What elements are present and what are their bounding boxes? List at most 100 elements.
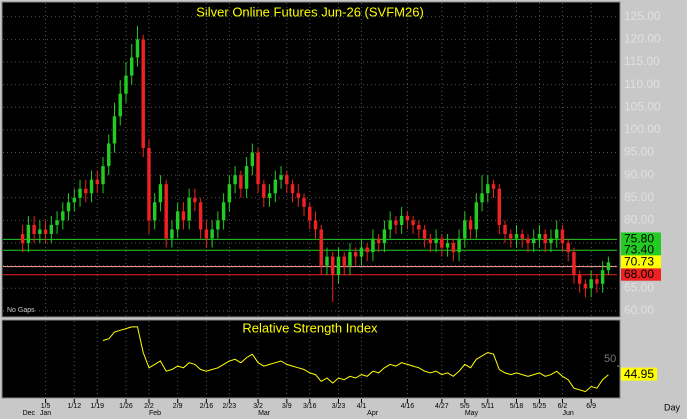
candle-body xyxy=(135,39,140,58)
candle-body xyxy=(296,193,300,198)
level-label-box xyxy=(621,232,661,246)
level-label: 73.40 xyxy=(624,242,654,256)
y-tick-label: 85.00 xyxy=(624,190,654,204)
x-tick-label: 4/27 xyxy=(435,403,449,410)
candle-body xyxy=(158,184,163,203)
x-tick-label: 3/2 xyxy=(253,403,263,410)
last-price-box xyxy=(621,255,661,269)
candle-body xyxy=(112,116,117,144)
candle-body xyxy=(250,152,255,167)
candle-body xyxy=(216,220,220,230)
level-label-box xyxy=(621,243,661,257)
month-label: Jun xyxy=(562,410,573,417)
candle-body xyxy=(187,197,191,221)
candle-body xyxy=(359,247,364,257)
x-tick-label: 1/19 xyxy=(90,403,104,410)
x-tick-label: 6/9 xyxy=(586,403,596,410)
candle-body xyxy=(606,262,611,271)
date-axis xyxy=(2,399,620,417)
y-tick-label: 95.00 xyxy=(624,145,654,159)
y-tick-label: 100.00 xyxy=(624,122,661,136)
interval-label: Day xyxy=(664,402,681,412)
candle-body xyxy=(279,175,283,180)
candle-body xyxy=(32,224,36,234)
candle-body xyxy=(422,229,427,239)
candle-body xyxy=(388,220,392,230)
x-tick-label: 1/12 xyxy=(67,403,81,410)
candle-body xyxy=(520,233,524,239)
level-label: 75.80 xyxy=(624,232,654,246)
month-label: Mar xyxy=(258,410,271,417)
candle-body xyxy=(290,184,295,194)
candle-body xyxy=(480,193,484,203)
candle-body xyxy=(514,233,519,239)
candle-body xyxy=(440,238,444,248)
candle-body xyxy=(526,238,530,244)
month-label: Feb xyxy=(149,410,161,417)
x-tick-label: 1/26 xyxy=(119,403,133,410)
candle-body xyxy=(181,211,186,221)
candle-body xyxy=(445,243,450,248)
candle-body xyxy=(434,238,438,244)
candle-body xyxy=(549,238,553,244)
month-label: Dec xyxy=(23,410,36,417)
y-tick-label: 50 xyxy=(604,353,616,365)
candle-body xyxy=(451,243,456,253)
candle-body xyxy=(399,215,404,225)
candle-body xyxy=(428,238,433,244)
candle-body xyxy=(319,229,323,266)
candle-body xyxy=(49,224,54,234)
y-tick-label: 125.00 xyxy=(624,9,661,23)
x-tick-label: 2/23 xyxy=(223,403,237,410)
x-tick-label: 2/16 xyxy=(200,403,214,410)
candle-body xyxy=(348,252,352,266)
x-tick-label: 3/23 xyxy=(332,403,346,410)
candle-body xyxy=(468,220,473,230)
rsi-line xyxy=(102,326,609,393)
x-tick-label: 4/1 xyxy=(357,403,367,410)
candle-body xyxy=(66,202,71,212)
month-label: Jan xyxy=(40,410,51,417)
rsi-title: Relative Strength Index xyxy=(242,320,378,335)
candle-body xyxy=(89,179,94,194)
candle-body xyxy=(411,220,415,225)
level-label-box xyxy=(621,267,661,281)
candle-body xyxy=(595,279,599,284)
level-label: 68.00 xyxy=(624,267,654,281)
candle-body xyxy=(78,188,82,198)
candle-body xyxy=(107,143,111,167)
candle-body xyxy=(457,238,461,253)
candle-body xyxy=(239,175,243,189)
y-tick-label: 80.00 xyxy=(624,213,654,227)
candle-body xyxy=(262,184,266,198)
x-tick-label: 5/11 xyxy=(481,403,494,410)
candle-body xyxy=(589,279,593,289)
candle-body xyxy=(336,256,341,275)
candle-body xyxy=(463,220,467,239)
candle-body xyxy=(503,224,507,234)
candle-body xyxy=(486,184,490,194)
candle-body xyxy=(313,220,318,230)
y-tick-label: 105.00 xyxy=(624,99,661,113)
candle-body xyxy=(394,220,398,225)
candle-body xyxy=(509,233,513,239)
y-tick-label: 120.00 xyxy=(624,32,661,46)
y-tick-label: 60.00 xyxy=(624,303,654,317)
candle-body xyxy=(124,75,128,94)
candle-body xyxy=(371,238,375,253)
candle-body xyxy=(365,247,369,253)
month-label: May xyxy=(465,410,479,417)
candle-body xyxy=(198,202,203,230)
candle-body xyxy=(152,202,157,221)
candle-body xyxy=(273,179,278,194)
candle-body xyxy=(193,197,197,203)
candle-body xyxy=(204,229,209,239)
candle-body xyxy=(43,229,48,234)
candle-body xyxy=(302,197,306,207)
y-tick-label: 90.00 xyxy=(624,167,654,181)
candle-body xyxy=(267,193,272,198)
candle-body xyxy=(532,238,536,244)
candle-body xyxy=(554,229,559,239)
candle-body xyxy=(170,229,174,239)
candle-body xyxy=(20,233,25,244)
